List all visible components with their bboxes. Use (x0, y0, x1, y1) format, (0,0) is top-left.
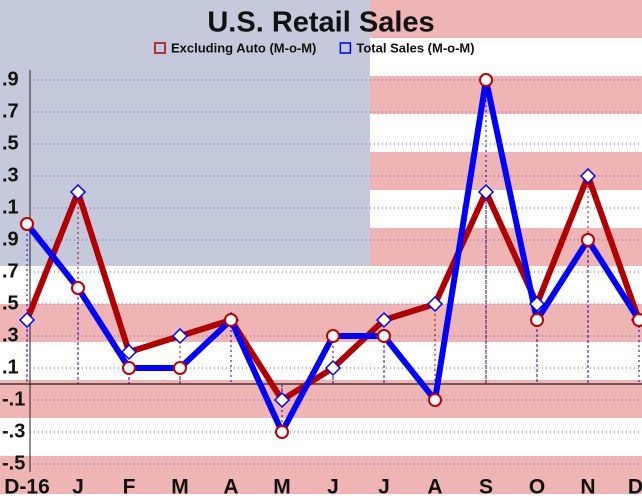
x-tick-label: S (479, 476, 493, 499)
point-marker (173, 361, 187, 375)
y-tick-label: .5 (2, 132, 19, 154)
point-marker (20, 217, 34, 231)
legend-label: Total Sales (M-o-M) (356, 40, 474, 55)
x-tick-label: M (171, 476, 189, 499)
legend-swatch (154, 42, 166, 54)
y-tick-label: .7 (2, 100, 19, 122)
point-marker (273, 391, 291, 409)
chart-title: U.S. Retail Sales (207, 7, 434, 39)
x-tick-label: J (72, 476, 84, 499)
y-tick-label: .9 (2, 228, 19, 250)
point-marker (375, 311, 393, 329)
point-marker (120, 343, 138, 361)
y-tick-label: -.3 (2, 420, 25, 442)
point-marker (18, 311, 36, 329)
y-tick-label: .9 (2, 68, 19, 90)
x-tick-label: F (123, 476, 136, 499)
point-marker (69, 183, 87, 201)
point-marker (428, 393, 442, 407)
point-marker (324, 359, 342, 377)
y-tick-label: .3 (2, 164, 19, 186)
point-marker (171, 327, 189, 345)
point-marker (122, 361, 136, 375)
point-marker (426, 295, 444, 313)
point-marker (477, 183, 495, 201)
point-marker (275, 425, 289, 439)
point-marker (377, 329, 391, 343)
x-tick-label: D- (628, 476, 642, 499)
x-tick-label: J (327, 476, 339, 499)
point-marker (71, 281, 85, 295)
point-marker (528, 295, 546, 313)
x-tick-label: A (223, 476, 238, 499)
y-tick-label: .1 (2, 196, 19, 218)
x-tick-label: D-16 (4, 476, 50, 499)
point-marker (479, 73, 493, 87)
point-marker (632, 313, 642, 327)
point-marker (326, 329, 340, 343)
point-marker (530, 313, 544, 327)
y-tick-label: .3 (2, 324, 19, 346)
y-tick-label: -.1 (2, 388, 25, 410)
point-marker (579, 167, 597, 185)
point-marker (224, 313, 238, 327)
y-tick-label: -.5 (2, 452, 25, 474)
y-tick-label: .1 (2, 356, 19, 378)
x-tick-label: N (580, 476, 595, 499)
x-tick-label: A (427, 476, 442, 499)
x-tick-label: M (273, 476, 291, 499)
legend-swatch (339, 42, 352, 54)
point-marker (581, 233, 595, 247)
y-tick-label: .7 (2, 260, 19, 282)
x-tick-label: J (378, 476, 390, 499)
legend-label: Excluding Auto (M-o-M) (171, 40, 316, 55)
y-tick-label: .5 (2, 292, 19, 314)
x-tick-label: O (529, 476, 545, 499)
